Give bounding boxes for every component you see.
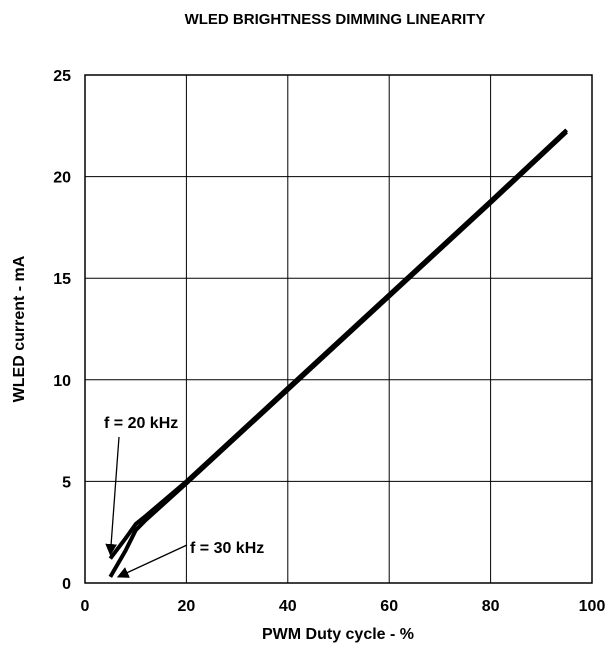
annotations: f = 20 kHz f = 30 kHz [104, 415, 264, 578]
y-tick-label: 0 [62, 576, 71, 593]
x-tick-label: 100 [579, 598, 606, 615]
x-tick-label: 60 [380, 598, 398, 615]
annotation-arrow [116, 544, 188, 578]
y-tick-label: 20 [53, 170, 71, 187]
tick-labels: 0 20 40 60 80 100 0 5 10 15 20 25 [53, 68, 605, 615]
y-tick-label: 25 [53, 68, 71, 85]
x-tick-label: 40 [279, 598, 297, 615]
y-axis-label: WLED current - mA [11, 255, 28, 402]
x-axis-label: PWM Duty cycle - % [262, 626, 414, 643]
series-lines [108, 128, 568, 578]
x-tick-label: 0 [81, 598, 90, 615]
series-line-2 [108, 130, 568, 578]
x-tick-label: 20 [178, 598, 196, 615]
y-tick-label: 10 [53, 373, 71, 390]
annotation-label: f = 20 kHz [104, 415, 178, 432]
y-tick-label: 15 [53, 271, 71, 288]
y-tick-label: 5 [62, 474, 71, 491]
plot-frame [84, 74, 593, 584]
annotation-arrow [105, 436, 120, 556]
annotation-label: f = 30 kHz [190, 540, 264, 557]
chart-title: WLED BRIGHTNESS DIMMING LINEARITY [185, 11, 486, 28]
x-tick-label: 80 [482, 598, 500, 615]
grid [85, 75, 592, 583]
